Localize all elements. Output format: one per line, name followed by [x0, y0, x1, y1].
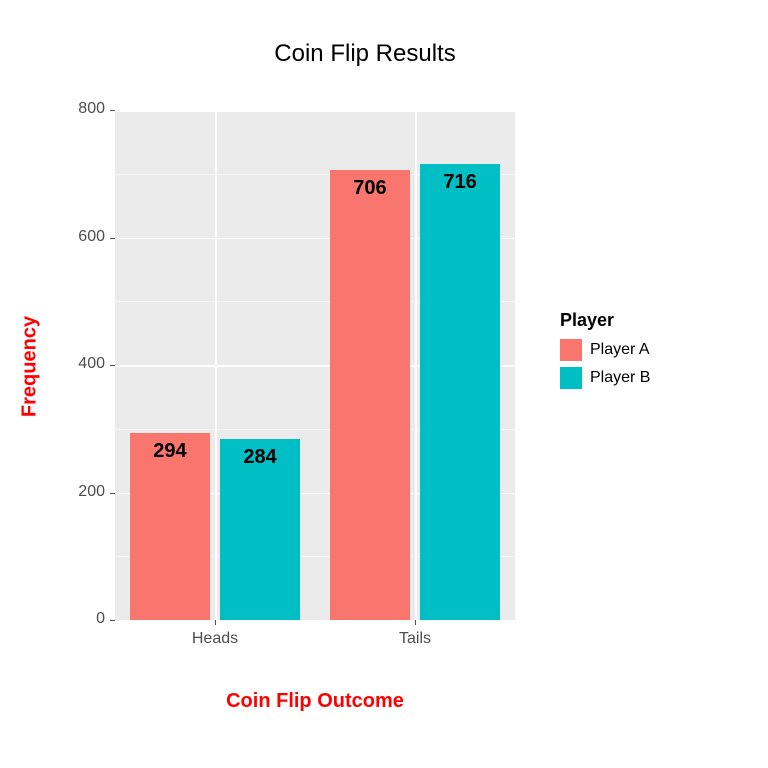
bar	[420, 164, 500, 620]
y-tick-mark	[110, 493, 115, 494]
legend-swatch	[560, 367, 582, 389]
chart-container: Coin Flip Results Frequency Coin Flip Ou…	[0, 0, 768, 768]
y-tick-mark	[110, 238, 115, 239]
y-tick-label: 800	[65, 100, 105, 118]
gridline-major	[115, 620, 515, 622]
x-tick-label: Heads	[165, 630, 265, 648]
bar-value-label: 706	[320, 177, 420, 200]
plot-area: 294284 706716	[115, 110, 515, 620]
bar-value-label: 294	[120, 440, 220, 463]
y-tick-label: 600	[65, 228, 105, 246]
chart-title: Coin Flip Results	[115, 40, 615, 68]
legend-item: Player A	[560, 339, 650, 361]
y-axis-label: Frequency	[19, 307, 42, 427]
legend: Player Player A Player B	[560, 310, 650, 395]
legend-swatch	[560, 339, 582, 361]
y-tick-mark	[110, 110, 115, 111]
y-tick-label: 400	[65, 355, 105, 373]
y-tick-label: 200	[65, 483, 105, 501]
legend-label: Player A	[590, 341, 650, 359]
gridline-vertical	[215, 110, 217, 620]
y-tick-mark	[110, 620, 115, 621]
gridline-major	[115, 110, 515, 112]
bar	[330, 170, 410, 620]
bar-value-label: 284	[210, 446, 310, 469]
x-tick-label: Tails	[365, 630, 465, 648]
x-tick-mark	[215, 620, 216, 625]
y-tick-mark	[110, 365, 115, 366]
x-tick-mark	[415, 620, 416, 625]
legend-label: Player B	[590, 369, 650, 387]
y-tick-label: 0	[65, 610, 105, 628]
legend-item: Player B	[560, 367, 650, 389]
x-axis-label: Coin Flip Outcome	[115, 690, 515, 713]
bar-value-label: 716	[410, 171, 510, 194]
legend-title: Player	[560, 310, 650, 331]
